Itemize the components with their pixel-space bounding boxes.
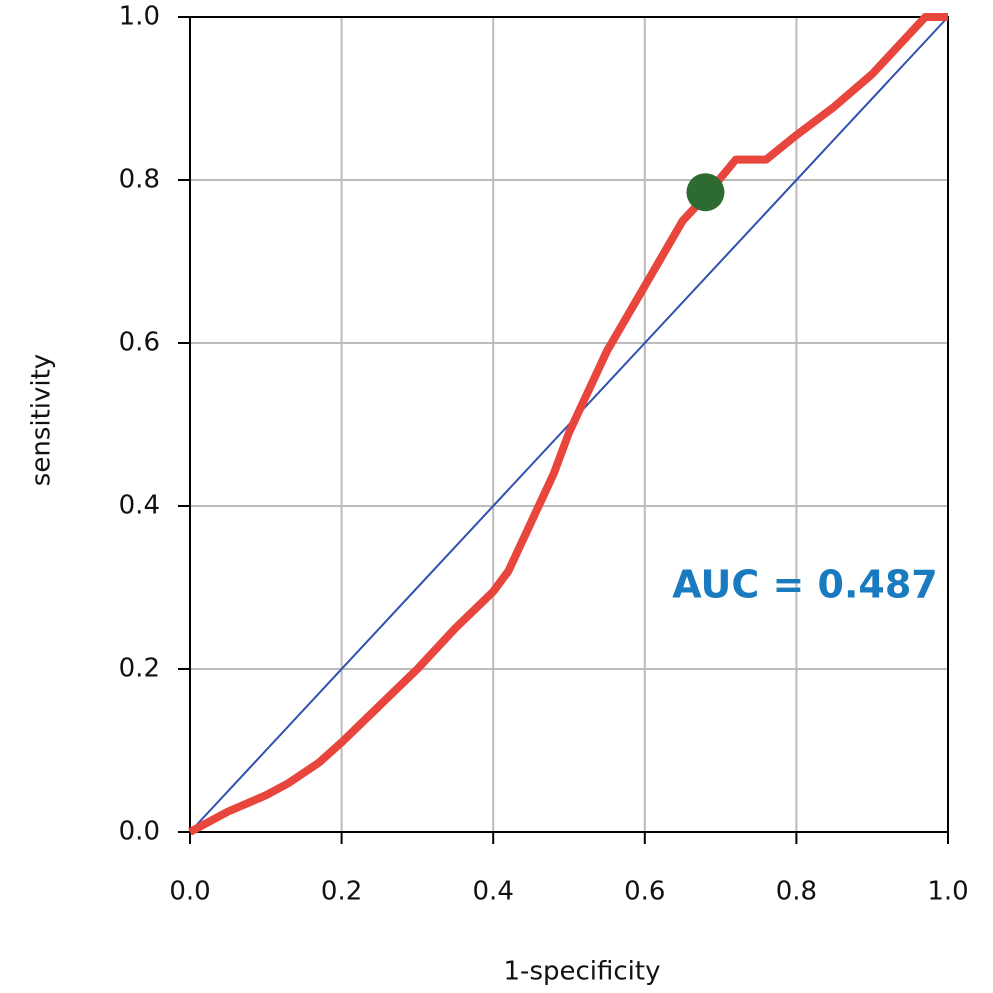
y-axis-label: sensitivity [27,354,57,486]
optimal-point [686,173,725,212]
plot-frame [189,16,949,833]
x-axis-label: 1-specificity [504,957,661,987]
roc-curve [188,13,948,836]
x-tick-label: 0.2 [321,877,362,907]
auc-annotation: AUC = 0.487 [672,563,937,607]
x-tick-label: 0.4 [473,877,514,907]
y-tick-label: 0.2 [119,654,160,684]
x-tick-label: 0.6 [624,877,665,907]
y-tick-label: 0.0 [119,817,160,847]
x-tick-label: 1.0 [927,877,968,907]
y-tick-label: 0.4 [119,491,160,521]
x-tick-label: 0.8 [776,877,817,907]
y-tick-label: 0.6 [119,328,160,358]
x-tick-label: 0.0 [169,877,210,907]
y-tick-label: 0.8 [119,165,160,195]
y-tick-label: 1.0 [119,2,160,32]
